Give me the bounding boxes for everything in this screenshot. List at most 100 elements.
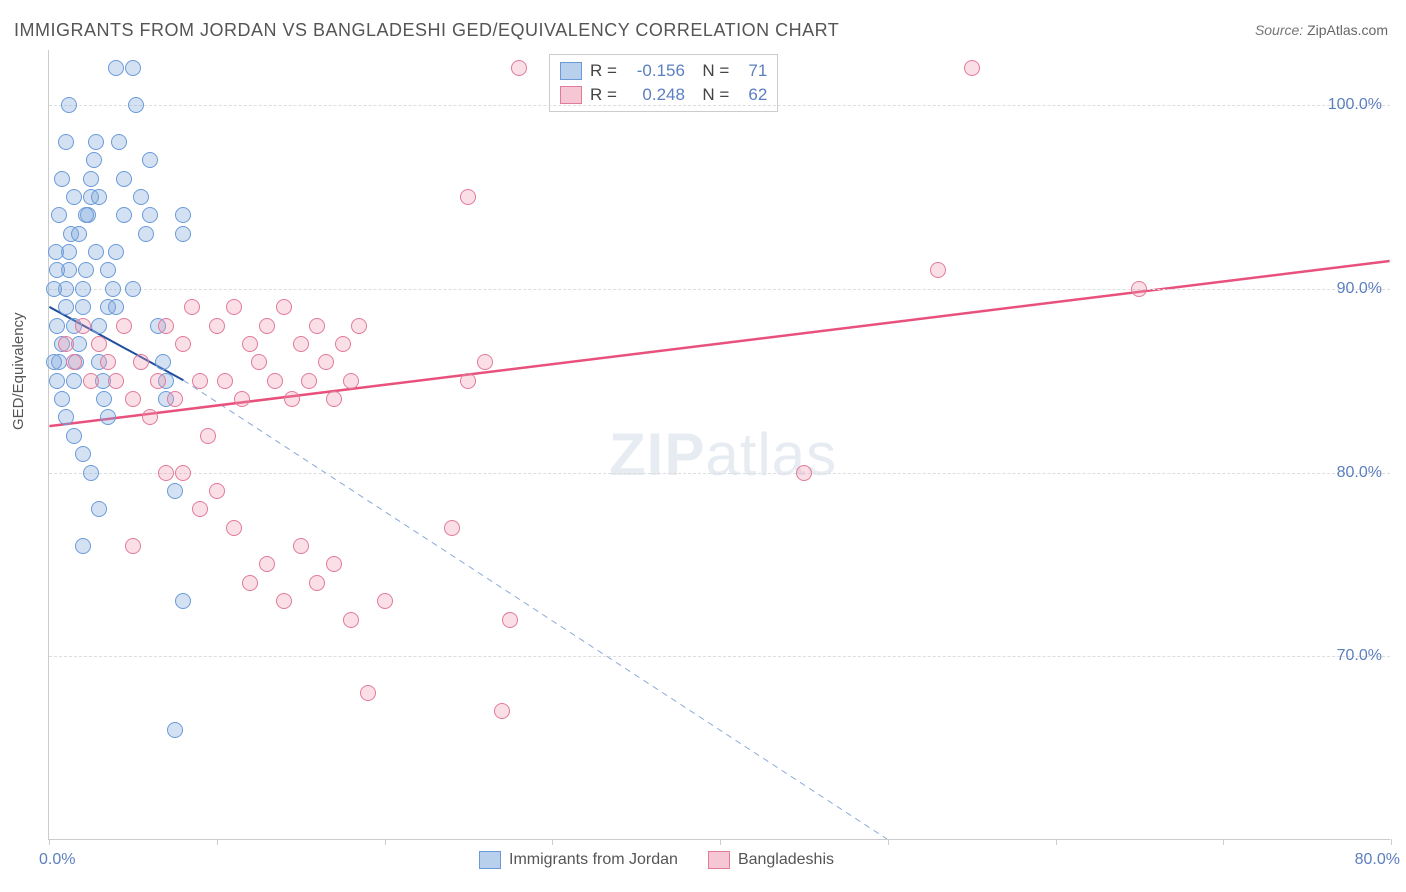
scatter-point [494, 703, 510, 719]
x-tick [1391, 839, 1392, 845]
scatter-point [343, 373, 359, 389]
scatter-point [192, 501, 208, 517]
scatter-point [309, 318, 325, 334]
trend-lines-layer [49, 50, 1390, 839]
stat-n-label: N = [693, 61, 729, 81]
scatter-point [175, 336, 191, 352]
scatter-point [66, 373, 82, 389]
scatter-point [96, 391, 112, 407]
scatter-point [335, 336, 351, 352]
scatter-point [100, 354, 116, 370]
scatter-point [125, 60, 141, 76]
gridline [49, 656, 1390, 657]
legend-label: Immigrants from Jordan [509, 851, 678, 869]
scatter-point [242, 336, 258, 352]
stat-n-value: 71 [737, 61, 767, 81]
scatter-point [66, 428, 82, 444]
stats-legend-row: R = 0.248 N = 62 [560, 83, 767, 107]
stat-n-value: 62 [737, 85, 767, 105]
scatter-point [167, 391, 183, 407]
x-tick [1223, 839, 1224, 845]
scatter-point [133, 354, 149, 370]
scatter-point [511, 60, 527, 76]
scatter-point [116, 207, 132, 223]
scatter-point [66, 354, 82, 370]
x-tick [720, 839, 721, 845]
scatter-point [75, 281, 91, 297]
scatter-point [100, 409, 116, 425]
x-axis-max-label: 80.0% [1355, 851, 1400, 869]
source-label: Source: [1255, 22, 1303, 38]
scatter-point [1131, 281, 1147, 297]
scatter-point [318, 354, 334, 370]
scatter-point [964, 60, 980, 76]
scatter-point [54, 391, 70, 407]
y-tick-label: 90.0% [1337, 280, 1382, 298]
x-tick [217, 839, 218, 845]
scatter-point [108, 373, 124, 389]
scatter-point [88, 244, 104, 260]
stat-r-value: -0.156 [625, 61, 685, 81]
gridline [49, 105, 1390, 106]
scatter-point [71, 226, 87, 242]
scatter-point [83, 373, 99, 389]
scatter-point [343, 612, 359, 628]
stat-n-label: N = [693, 85, 729, 105]
scatter-point [142, 409, 158, 425]
scatter-point [217, 373, 233, 389]
scatter-point [167, 483, 183, 499]
scatter-point [75, 299, 91, 315]
stat-r-value: 0.248 [625, 85, 685, 105]
legend-swatch [708, 851, 730, 869]
scatter-point [309, 575, 325, 591]
scatter-point [360, 685, 376, 701]
stat-r-label: R = [590, 61, 617, 81]
stats-legend: R = -0.156 N = 71R = 0.248 N = 62 [549, 54, 778, 112]
scatter-point [78, 262, 94, 278]
scatter-point [83, 465, 99, 481]
scatter-point [184, 299, 200, 315]
scatter-point [133, 189, 149, 205]
scatter-point [175, 465, 191, 481]
scatter-point [75, 318, 91, 334]
scatter-point [58, 134, 74, 150]
scatter-point [75, 538, 91, 554]
scatter-point [100, 262, 116, 278]
scatter-point [91, 501, 107, 517]
legend-swatch [560, 86, 582, 104]
scatter-point [175, 593, 191, 609]
scatter-point [86, 152, 102, 168]
x-tick [888, 839, 889, 845]
scatter-point [61, 97, 77, 113]
scatter-point [259, 318, 275, 334]
scatter-point [142, 207, 158, 223]
x-tick [552, 839, 553, 845]
scatter-point [91, 189, 107, 205]
scatter-point [49, 318, 65, 334]
scatter-point [91, 318, 107, 334]
scatter-point [158, 465, 174, 481]
scatter-point [377, 593, 393, 609]
scatter-point [83, 171, 99, 187]
scatter-point [200, 428, 216, 444]
scatter-point [46, 281, 62, 297]
legend-item: Immigrants from Jordan [479, 851, 678, 869]
scatter-point [108, 244, 124, 260]
scatter-point [51, 207, 67, 223]
scatter-point [142, 152, 158, 168]
scatter-point [234, 391, 250, 407]
scatter-point [49, 262, 65, 278]
legend-item: Bangladeshis [708, 851, 834, 869]
scatter-point [54, 171, 70, 187]
source-value: ZipAtlas.com [1307, 22, 1388, 38]
scatter-point [930, 262, 946, 278]
scatter-point [108, 299, 124, 315]
scatter-point [75, 446, 91, 462]
gridline [49, 473, 1390, 474]
scatter-point [58, 409, 74, 425]
scatter-point [192, 373, 208, 389]
scatter-point [66, 189, 82, 205]
scatter-point [444, 520, 460, 536]
source-attribution: Source: ZipAtlas.com [1255, 22, 1388, 38]
scatter-point [150, 373, 166, 389]
